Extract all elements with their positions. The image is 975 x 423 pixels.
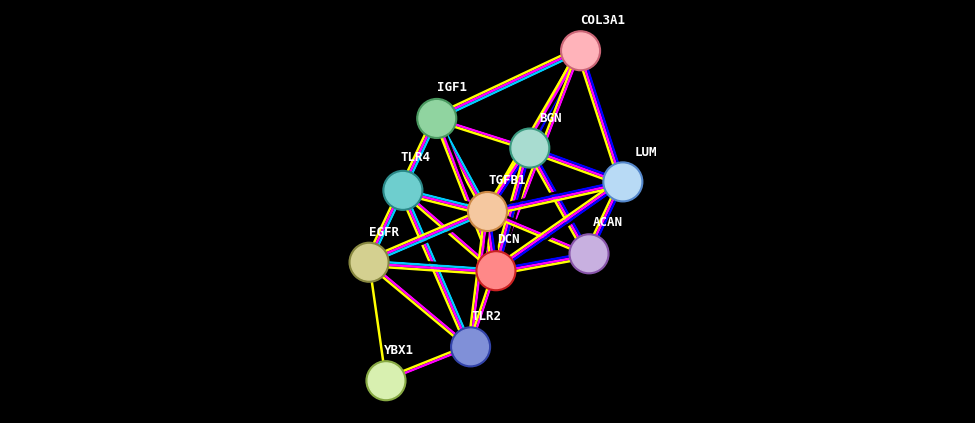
Circle shape xyxy=(468,192,507,231)
Circle shape xyxy=(419,101,454,136)
Text: TGFB1: TGFB1 xyxy=(488,174,526,187)
Text: IGF1: IGF1 xyxy=(437,81,467,94)
Circle shape xyxy=(452,329,488,365)
Text: TLR4: TLR4 xyxy=(401,151,431,164)
Text: BGN: BGN xyxy=(539,112,562,125)
Circle shape xyxy=(510,128,550,168)
Circle shape xyxy=(512,130,548,166)
Circle shape xyxy=(450,327,490,367)
Text: COL3A1: COL3A1 xyxy=(580,14,626,27)
Text: ACAN: ACAN xyxy=(593,216,622,229)
Text: EGFR: EGFR xyxy=(370,226,399,239)
Circle shape xyxy=(603,162,643,202)
Text: YBX1: YBX1 xyxy=(384,344,413,357)
Circle shape xyxy=(417,99,456,138)
Circle shape xyxy=(476,251,516,291)
Circle shape xyxy=(349,242,389,282)
Circle shape xyxy=(569,234,609,274)
Text: TLR2: TLR2 xyxy=(472,310,502,323)
Circle shape xyxy=(470,194,505,229)
Circle shape xyxy=(605,164,641,200)
Circle shape xyxy=(351,244,387,280)
Circle shape xyxy=(369,363,404,398)
Text: DCN: DCN xyxy=(497,233,520,246)
Circle shape xyxy=(385,173,420,208)
Circle shape xyxy=(561,31,601,71)
Circle shape xyxy=(478,253,514,288)
Circle shape xyxy=(563,33,599,69)
Text: LUM: LUM xyxy=(635,146,657,159)
Circle shape xyxy=(366,361,406,401)
Circle shape xyxy=(571,236,606,272)
Circle shape xyxy=(383,170,423,210)
